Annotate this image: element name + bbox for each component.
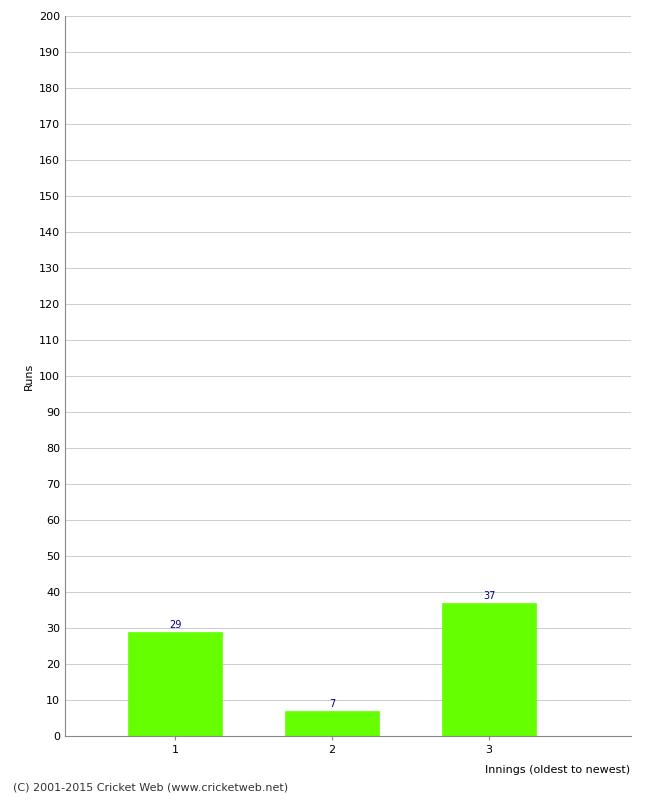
Text: 7: 7 xyxy=(329,699,335,709)
Text: 29: 29 xyxy=(169,620,181,630)
Text: Innings (oldest to newest): Innings (oldest to newest) xyxy=(486,765,630,774)
Bar xyxy=(285,711,379,736)
Bar xyxy=(128,632,222,736)
Bar xyxy=(442,603,536,736)
Y-axis label: Runs: Runs xyxy=(23,362,33,390)
Text: 37: 37 xyxy=(483,591,495,601)
Text: (C) 2001-2015 Cricket Web (www.cricketweb.net): (C) 2001-2015 Cricket Web (www.cricketwe… xyxy=(13,782,288,792)
